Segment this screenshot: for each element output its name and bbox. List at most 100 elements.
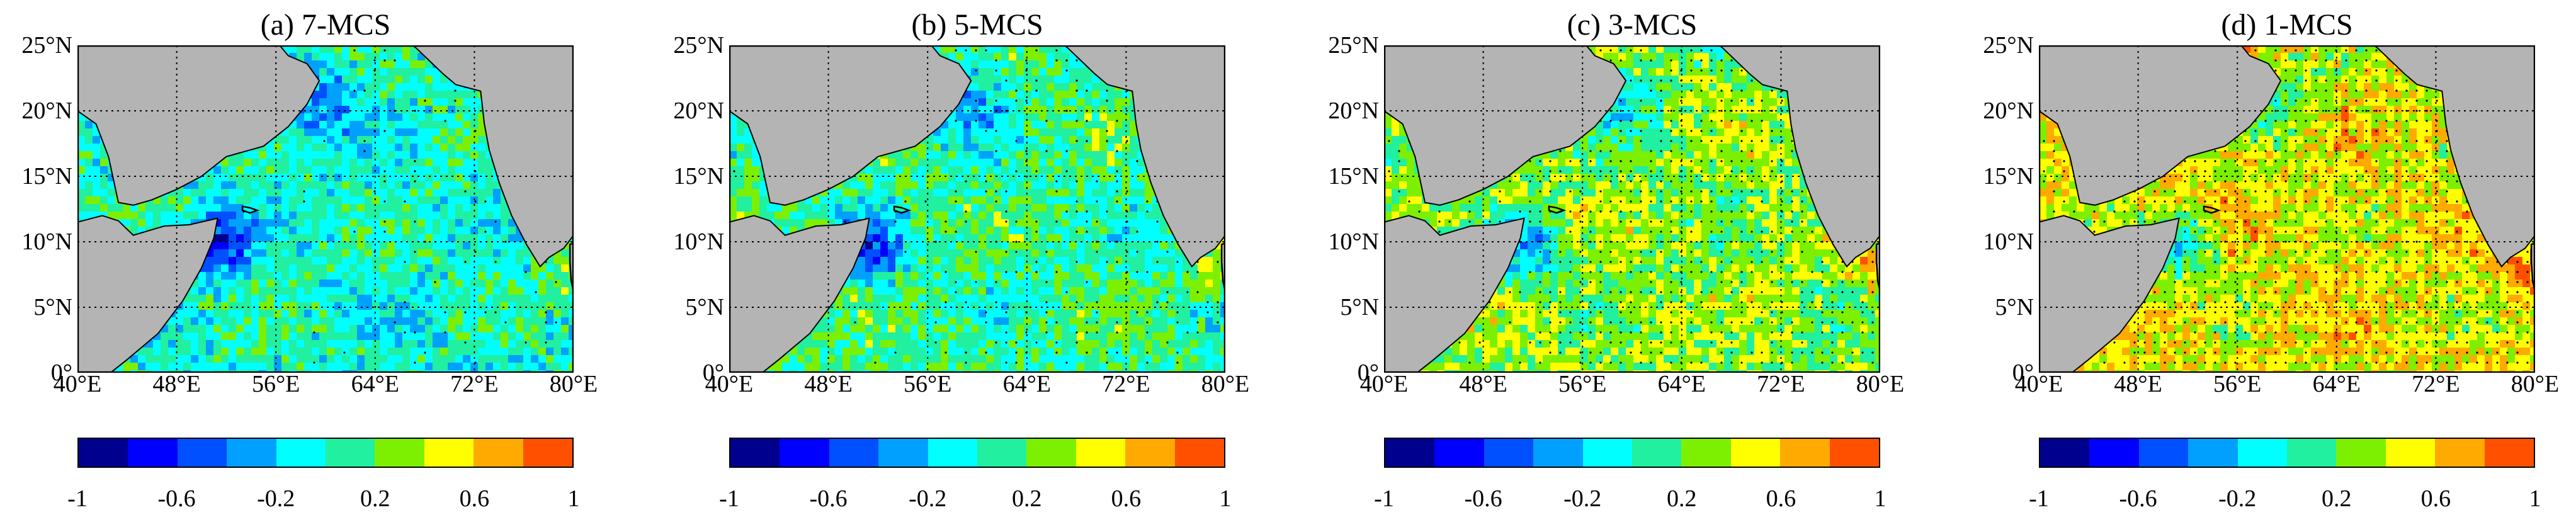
colorbar-segment [2287,439,2337,467]
land-south-asia [2239,45,2535,268]
colorbar-segment [2435,439,2485,467]
lat-tick-label: 10°N [673,229,724,255]
lat-tick-label: 15°N [1328,163,1379,190]
map-frame [77,45,574,373]
lon-tick-label: 80°E [2511,371,2560,397]
colorbar-tick-label: 0.6 [459,485,490,512]
colorbar [77,438,574,468]
colorbar-tick-label: -0.2 [1563,485,1602,512]
lat-tick-label: 20°N [1983,98,2034,124]
lat-tick-label: 0° [2012,360,2034,386]
lat-tick-label: 5°N [685,294,724,320]
colorbar-segment [276,439,326,467]
lon-tick-label: 72°E [1102,371,1150,397]
colorbar-segment [1434,439,1484,467]
colorbar [729,438,1225,468]
colorbar [2039,438,2535,468]
colorbar-segment [375,439,424,467]
colorbar-segment [977,439,1027,467]
lat-tick-label: 0° [1357,360,1379,386]
colorbar-tick-label: 0.2 [1667,485,1697,512]
lat-tick-label: 0° [702,360,724,386]
island-socotra [241,205,260,214]
map-plot-area [2039,45,2535,373]
colorbar-tick-label: 1 [2529,485,2541,512]
colorbar-segment [2385,439,2436,467]
map-panel: (c) 3-MCS 25°N 20°N 15°N 10°N 5°N 0° 40°E 48°E 56… [1307,0,1936,527]
colorbar-tick-label: 0.2 [360,485,390,512]
colorbar-segment [1075,439,1126,467]
lat-tick-label: 10°N [1983,229,2034,255]
land-africa [729,215,870,373]
map-panel: (d) 1-MCS 25°N 20°N 15°N 10°N 5°N 0° 40°E 48°E 56… [1961,0,2576,527]
map-plot-area [729,45,1225,373]
lat-tick-label: 15°N [1983,163,2034,190]
map-frame [729,45,1225,373]
land-arabia [729,45,972,206]
lon-tick-label: 64°E [351,371,399,397]
land-south-asia [278,45,574,268]
colorbar-segment [1385,439,1435,467]
colorbar-tick-label: 0.6 [2420,485,2451,512]
lon-tick-label: 48°E [1459,371,1507,397]
lat-tick-label: 5°N [33,294,72,320]
colorbar-segment [523,439,573,467]
panel-title: (c) 3-MCS [1567,8,1698,42]
lat-tick-label: 10°N [1328,229,1379,255]
colorbar-segment [1681,439,1731,467]
land-africa [2039,215,2180,373]
lat-tick-label: 20°N [673,98,724,124]
colorbar-tick-label: -0.6 [2119,485,2157,512]
island-socotra [2203,205,2221,214]
colorbar-segment [1125,439,1175,467]
colorbar-tick-label: 0.2 [2322,485,2352,512]
colorbar-segment [2188,439,2238,467]
lon-tick-label: 80°E [1201,371,1250,397]
lat-tick-label: 5°N [1340,294,1379,320]
colorbar-segment [2237,439,2288,467]
colorbar-tick-label: 1 [1874,485,1887,512]
lon-tick-label: 40°E [2014,371,2063,397]
island-socotra [1548,205,1567,214]
lat-tick-label: 15°N [21,163,72,190]
colorbar-segment [424,439,474,467]
lon-tick-label: 72°E [1757,371,1805,397]
lat-tick-label: 10°N [21,229,72,255]
colorbar-segment [326,439,375,467]
colorbar-segment [1780,439,1830,467]
lon-tick-label: 80°E [549,371,598,397]
panel-title: (a) 7-MCS [260,8,391,42]
map-frame [1384,45,1880,373]
colorbar-segment [878,439,928,467]
lat-tick-label: 15°N [673,163,724,190]
colorbar-tick-label: -0.2 [2218,485,2257,512]
colorbar-tick-label: 1 [1219,485,1232,512]
colorbar-segment [2089,439,2139,467]
colorbar-tick-label: -0.2 [909,485,947,512]
land-africa [1384,215,1525,373]
colorbar-segment [2138,439,2189,467]
colorbar-segment [1632,439,1682,467]
lon-tick-label: 56°E [251,371,300,397]
lon-tick-label: 72°E [2412,371,2460,397]
lon-tick-label: 64°E [1002,371,1051,397]
colorbar-segment [2484,439,2534,467]
lon-tick-label: 72°E [450,371,499,397]
colorbar-segment [2336,439,2386,467]
land-south-asia [1584,45,1880,268]
lon-tick-label: 64°E [1657,371,1706,397]
colorbar-tick-label: -0.2 [257,485,295,512]
colorbar [1384,438,1880,468]
colorbar-segment [780,439,829,467]
map-plot-area [77,45,574,373]
colorbar-segment [1484,439,1534,467]
lon-tick-label: 48°E [152,371,201,397]
lon-tick-label: 56°E [2213,371,2262,397]
lon-tick-label: 48°E [2114,371,2162,397]
colorbar-segment [928,439,978,467]
colorbar-tick-label: -1 [67,485,88,512]
colorbar-tick-label: 0.2 [1012,485,1042,512]
lon-tick-label: 56°E [1558,371,1607,397]
lat-tick-label: 20°N [1328,98,1379,124]
colorbar-tick-label: -1 [719,485,739,512]
